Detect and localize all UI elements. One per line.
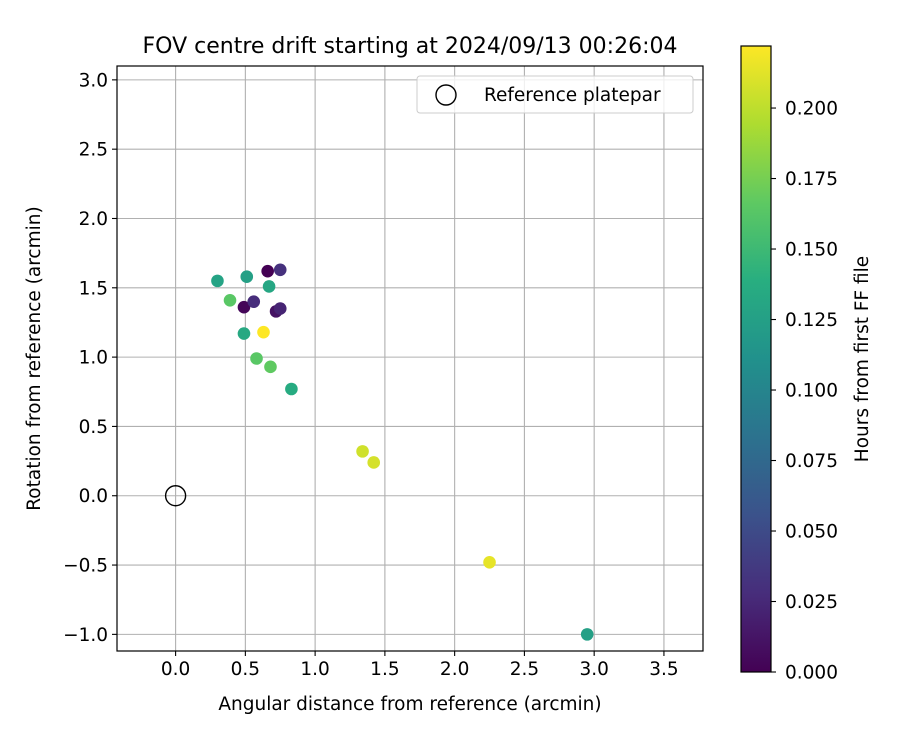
colorbar-gradient bbox=[740, 45, 772, 673]
colorbar-tick-label: 0.050 bbox=[785, 522, 838, 543]
colorbar-tick-label: 0.125 bbox=[785, 310, 838, 331]
data-points bbox=[164, 263, 594, 641]
x-tick-label: 3.5 bbox=[649, 659, 678, 680]
colorbar-label: Hours from first FF file bbox=[852, 256, 873, 462]
colorbar-tick-label: 0.200 bbox=[785, 99, 838, 120]
y-tick-label: 2.0 bbox=[79, 209, 108, 230]
colorbar-tick-label: 0.075 bbox=[785, 451, 838, 472]
x-tick-label: 0.0 bbox=[161, 659, 190, 680]
x-tick-label: 0.5 bbox=[231, 659, 260, 680]
colorbar-tick-label: 0.150 bbox=[785, 240, 838, 261]
legend: Reference platepar bbox=[416, 75, 694, 114]
reference-platepar-marker bbox=[164, 485, 187, 507]
y-tick-label: −0.5 bbox=[63, 556, 108, 577]
data-point bbox=[261, 264, 274, 278]
y-axis-ticks: −1.0 −0.5 0.0 0.5 1.0 1.5 2.0 2.5 3.0 bbox=[63, 70, 117, 646]
x-axis-label: Angular distance from reference (arcmin) bbox=[218, 694, 601, 715]
data-point bbox=[356, 445, 369, 458]
data-point bbox=[250, 352, 263, 365]
data-point bbox=[247, 295, 261, 308]
colorbar-ticks: 0.000 0.025 0.050 0.075 0.100 0.125 0.150 0.175… bbox=[771, 99, 838, 684]
data-point bbox=[240, 270, 254, 284]
legend-label-reference: Reference platepar bbox=[484, 85, 661, 106]
y-tick-label: 2.5 bbox=[79, 140, 108, 161]
x-tick-label: 2.5 bbox=[510, 659, 539, 680]
data-point bbox=[273, 263, 287, 277]
data-point bbox=[483, 555, 496, 569]
colorbar: 0.000 0.025 0.050 0.075 0.100 0.125 0.150 0.175… bbox=[740, 45, 873, 684]
colorbar-tick-label: 0.100 bbox=[785, 381, 838, 402]
colorbar-tick-label: 0.025 bbox=[785, 592, 838, 613]
y-axis-label: Rotation from reference (arcmin) bbox=[24, 206, 45, 510]
y-tick-label: 0.5 bbox=[79, 417, 108, 438]
data-point bbox=[223, 293, 237, 307]
x-tick-label: 1.0 bbox=[300, 659, 329, 680]
data-point bbox=[257, 325, 270, 339]
data-point bbox=[580, 628, 594, 641]
grid-lines bbox=[117, 66, 703, 651]
data-point bbox=[273, 302, 287, 315]
data-point bbox=[264, 360, 277, 374]
colorbar-tick-label: 0.000 bbox=[785, 663, 838, 684]
data-point bbox=[237, 300, 251, 314]
y-tick-label: 3.0 bbox=[79, 70, 108, 91]
x-tick-label: 2.0 bbox=[440, 659, 469, 680]
data-point bbox=[237, 327, 251, 340]
chart-title: FOV centre drift starting at 2024/09/13 … bbox=[143, 34, 678, 59]
data-point bbox=[285, 382, 298, 396]
x-tick-label: 3.0 bbox=[579, 659, 608, 680]
data-point bbox=[262, 280, 276, 293]
data-point bbox=[211, 274, 224, 288]
y-tick-label: 1.0 bbox=[79, 348, 108, 369]
colorbar-tick-label: 0.175 bbox=[785, 169, 838, 190]
legend-box bbox=[416, 75, 694, 114]
y-tick-label: 1.5 bbox=[79, 278, 108, 299]
x-axis-ticks: 0.0 0.5 1.0 1.5 2.0 2.5 3.0 3.5 bbox=[161, 651, 679, 680]
y-tick-label: −1.0 bbox=[63, 625, 108, 646]
plot-area-frame bbox=[116, 65, 704, 652]
x-tick-label: 1.5 bbox=[370, 659, 399, 680]
y-tick-label: 0.0 bbox=[79, 486, 108, 507]
legend-marker-reference bbox=[435, 84, 457, 106]
data-point bbox=[367, 456, 381, 469]
